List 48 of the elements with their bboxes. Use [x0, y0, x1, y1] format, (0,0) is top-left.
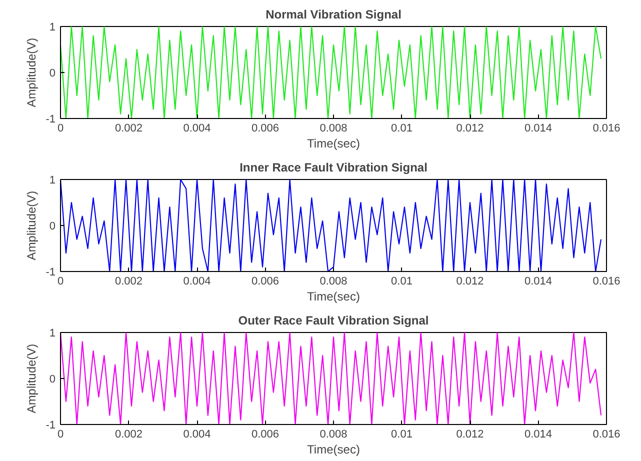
y-tick-label: -1 — [46, 420, 56, 432]
y-tick-label: 1 — [49, 22, 56, 34]
x-tick-label: 0.008 — [320, 122, 348, 134]
line-series — [60, 332, 602, 424]
x-tick-label: 0 — [57, 276, 64, 288]
y-tick-label: 0 — [49, 220, 56, 232]
x-tick-label: 0 — [57, 428, 64, 440]
y-tick-label: 1 — [49, 328, 56, 340]
x-axis-title: Time(sec) — [307, 442, 360, 456]
x-tick-label: 0.002 — [114, 276, 143, 288]
y-tick-label: 1 — [49, 174, 56, 186]
x-tick-label: 0.01 — [391, 276, 412, 288]
line-series — [60, 26, 602, 118]
y-tick-label: 0 — [49, 374, 56, 386]
y-axis-title: Amplitude(V) — [24, 190, 39, 260]
x-tick-label: 0.008 — [320, 428, 348, 440]
x-axis-title: Time(sec) — [307, 290, 360, 304]
y-axis-title: Amplitude(V) — [24, 344, 39, 414]
chart-title: Normal Vibration Signal — [266, 8, 402, 22]
x-tick-label: 0.012 — [456, 276, 484, 288]
x-tick-label: 0.002 — [114, 428, 143, 440]
x-tick-label: 0 — [57, 122, 64, 134]
x-tick-label: 0.006 — [251, 276, 280, 288]
x-tick-label: 0.002 — [114, 122, 143, 134]
y-tick-label: -1 — [46, 114, 56, 126]
x-tick-label: 0.008 — [320, 276, 348, 288]
x-tick-label: 0.01 — [391, 122, 412, 134]
x-axis-title: Time(sec) — [307, 136, 360, 150]
x-tick-label: 0.012 — [456, 428, 484, 440]
x-tick-label: 0.004 — [183, 122, 211, 134]
x-tick-label: 0.016 — [592, 276, 620, 288]
x-tick-label: 0.016 — [592, 122, 620, 134]
y-axis-title: Amplitude(V) — [24, 38, 39, 108]
x-tick-label: 0.016 — [592, 428, 620, 440]
x-tick-label: 0.004 — [183, 276, 211, 288]
x-tick-label: 0.014 — [524, 428, 552, 440]
x-tick-label: 0.014 — [524, 122, 552, 134]
x-tick-label: 0.006 — [251, 122, 280, 134]
y-tick-label: -1 — [46, 266, 56, 278]
x-tick-label: 0.012 — [456, 122, 484, 134]
line-series — [60, 180, 602, 272]
x-tick-label: 0.004 — [183, 428, 211, 440]
x-tick-label: 0.014 — [524, 276, 552, 288]
x-tick-label: 0.01 — [391, 428, 412, 440]
chart-title: Outer Race Fault Vibration Signal — [238, 314, 429, 328]
y-tick-label: 0 — [49, 68, 56, 80]
chart-title: Inner Race Fault Vibration Signal — [240, 160, 428, 174]
x-tick-label: 0.006 — [251, 428, 280, 440]
